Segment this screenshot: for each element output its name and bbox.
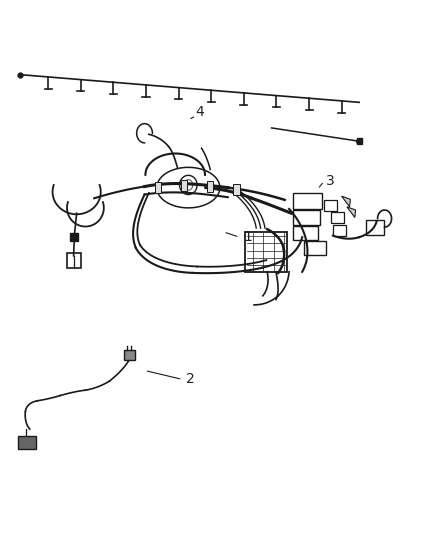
Bar	[293, 226, 318, 240]
Bar	[304, 241, 326, 255]
Polygon shape	[342, 196, 350, 207]
Bar	[293, 210, 320, 225]
Bar	[124, 350, 135, 360]
Bar	[357, 138, 362, 144]
Bar	[181, 180, 187, 191]
Bar	[333, 225, 346, 236]
Text: 3: 3	[326, 174, 335, 188]
Bar	[18, 436, 36, 449]
Bar	[324, 200, 337, 211]
Bar	[293, 193, 322, 209]
Bar	[245, 232, 287, 272]
Bar	[67, 253, 81, 268]
Text: 2: 2	[186, 373, 195, 386]
Bar	[70, 233, 78, 241]
Text: 1: 1	[243, 230, 252, 244]
Polygon shape	[347, 207, 356, 217]
Bar	[366, 220, 384, 235]
Bar	[155, 182, 161, 193]
Text: 4: 4	[195, 105, 204, 119]
Bar	[207, 181, 213, 192]
Bar	[331, 212, 344, 223]
Bar	[233, 184, 240, 195]
